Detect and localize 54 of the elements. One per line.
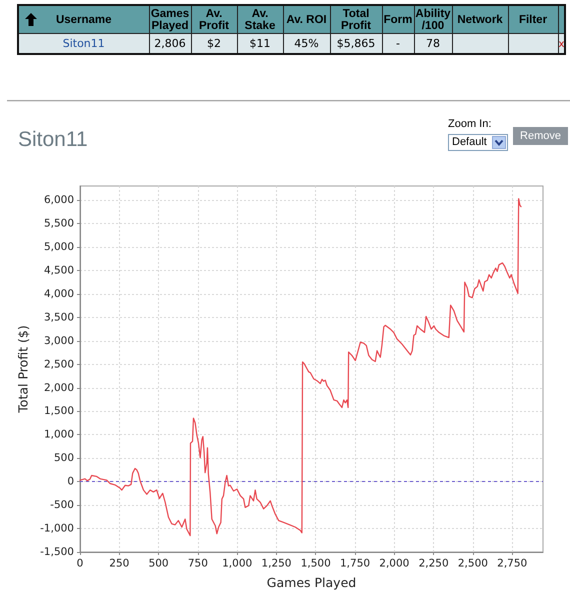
x-tick-label: 250 xyxy=(109,558,130,570)
x-tick-label: 1,000 xyxy=(222,558,252,570)
y-tick-label: 5,000 xyxy=(44,241,74,253)
y-tick-label: 1,000 xyxy=(44,428,74,441)
text: Av. Stake xyxy=(244,8,276,32)
y-tick-label: 1,500 xyxy=(44,405,74,418)
button: Remove xyxy=(513,127,568,145)
text: Zoom In: xyxy=(448,118,492,131)
y-tick-label: 0 xyxy=(67,476,74,488)
x-tick-label: 750 xyxy=(188,558,208,570)
x-tick-label: 0 xyxy=(76,558,84,570)
text: Filter xyxy=(518,14,548,26)
text: Av. Profit xyxy=(198,8,230,32)
y-tick-label: -1,000 xyxy=(40,522,74,535)
x-tick-label: 1,750 xyxy=(340,558,370,570)
text: Username xyxy=(56,14,112,26)
text: x xyxy=(558,39,564,50)
x-tick-label: 2,500 xyxy=(458,558,488,570)
y-tick-label: 4,000 xyxy=(44,288,74,300)
text: $2 xyxy=(207,37,221,50)
x-tick-label: 1,500 xyxy=(300,558,331,570)
y-tick-label: 500 xyxy=(54,452,74,464)
y-tick-label: 3,000 xyxy=(44,334,74,347)
x-tick-label: 500 xyxy=(148,558,169,570)
text: 2,806 xyxy=(154,37,186,50)
dropdown: Default xyxy=(448,134,508,151)
text: 45% xyxy=(294,37,319,50)
text: $11 xyxy=(250,37,270,50)
y-axis-title: Total Profit ($) xyxy=(15,325,30,414)
line-series xyxy=(79,198,522,536)
y-tick-label: 2,500 xyxy=(44,358,74,370)
text: Games Played xyxy=(150,8,190,32)
text: Ability /100 xyxy=(415,8,451,32)
x-tick-label: 2,750 xyxy=(497,558,528,570)
text: $5,865 xyxy=(336,37,376,50)
y-tick-label: -1,500 xyxy=(40,546,74,558)
text: Total Profit xyxy=(340,8,372,32)
y-tick-label: -500 xyxy=(50,499,74,512)
text: Form xyxy=(384,14,412,26)
x-axis-title: Games Played xyxy=(266,575,356,590)
text: Network xyxy=(457,14,503,26)
text: - xyxy=(396,37,400,50)
y-tick-label: 3,500 xyxy=(44,311,74,324)
x-tick-label: 1,250 xyxy=(261,558,292,570)
chart-title: Siton11 xyxy=(18,128,88,151)
x-tick-label: 2,250 xyxy=(418,558,449,570)
y-tick-label: 2,000 xyxy=(44,382,74,394)
x-tick-label: 2,000 xyxy=(379,558,410,570)
y-tick-label: 4,500 xyxy=(44,264,74,276)
y-tick-label: 6,000 xyxy=(44,194,74,206)
y-tick-label: 5,500 xyxy=(44,218,74,230)
text: Av. ROI xyxy=(286,14,327,26)
text: Siton11 xyxy=(62,37,105,50)
text: 78 xyxy=(426,37,440,50)
